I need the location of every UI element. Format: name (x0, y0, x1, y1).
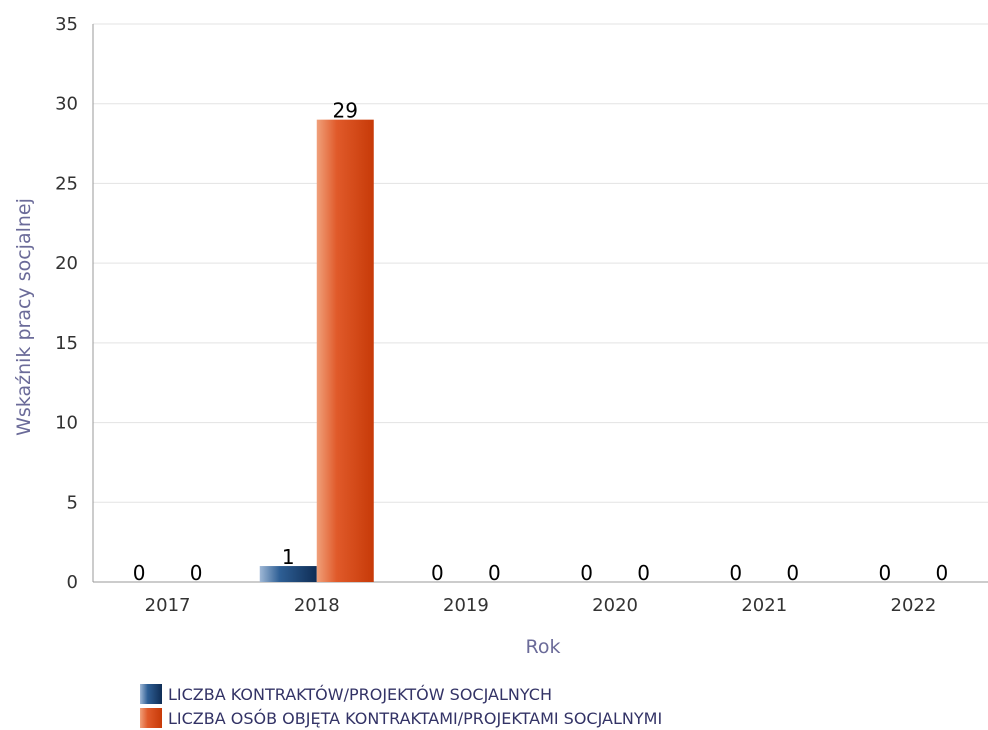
y-tick-label: 25 (55, 173, 78, 194)
data-label: 0 (729, 561, 742, 585)
data-label: 0 (936, 561, 949, 585)
y-tick-label: 35 (55, 14, 78, 35)
y-tick-label: 15 (55, 333, 78, 354)
y-tick-label: 5 (67, 492, 78, 513)
data-labels: 0 0 1 29 0 0 0 0 0 0 0 0 (133, 99, 949, 585)
y-tick-label: 0 (67, 572, 78, 593)
y-tick-label: 10 (55, 413, 78, 434)
legend-item-series-1[interactable]: LICZBA KONTRAKTÓW/PROJEKTÓW SOCJALNYCH (140, 682, 662, 706)
x-axis-title: Rok (526, 636, 561, 658)
data-label: 0 (488, 561, 501, 585)
legend-label-series-2: LICZBA OSÓB OBJĘTA KONTRAKTAMI/PROJEKTAM… (168, 708, 663, 728)
data-label: 0 (879, 561, 892, 585)
data-label: 29 (333, 99, 358, 123)
y-axis-title: Wskaźnik pracy socjalnej (13, 198, 35, 436)
x-tick-label: 2017 (145, 595, 191, 616)
data-label: 0 (637, 561, 650, 585)
legend-swatch-series-1 (140, 684, 162, 704)
legend: LICZBA KONTRAKTÓW/PROJEKTÓW SOCJALNYCH L… (140, 682, 662, 730)
legend-swatch-series-2 (140, 708, 162, 728)
data-label: 0 (786, 561, 799, 585)
legend-item-series-2[interactable]: LICZBA OSÓB OBJĘTA KONTRAKTAMI/PROJEKTAM… (140, 706, 662, 730)
legend-label-series-1: LICZBA KONTRAKTÓW/PROJEKTÓW SOCJALNYCH (168, 684, 552, 704)
data-label: 0 (431, 561, 444, 585)
grid-lines (93, 23, 988, 503)
data-label: 0 (190, 561, 203, 585)
y-tick-label: 20 (55, 253, 78, 274)
x-tick-label: 2019 (443, 595, 489, 616)
x-tick-label: 2020 (592, 595, 638, 616)
data-label: 0 (580, 561, 593, 585)
data-label: 1 (282, 545, 295, 569)
bar-series-2[interactable] (316, 119, 374, 583)
bars (259, 119, 374, 583)
x-tick-label: 2018 (294, 595, 340, 616)
y-tick-label: 30 (55, 94, 78, 115)
bar-series-1[interactable] (259, 566, 317, 582)
x-tick-label: 2022 (891, 595, 937, 616)
data-label: 0 (133, 561, 146, 585)
x-tick-label: 2021 (741, 595, 787, 616)
